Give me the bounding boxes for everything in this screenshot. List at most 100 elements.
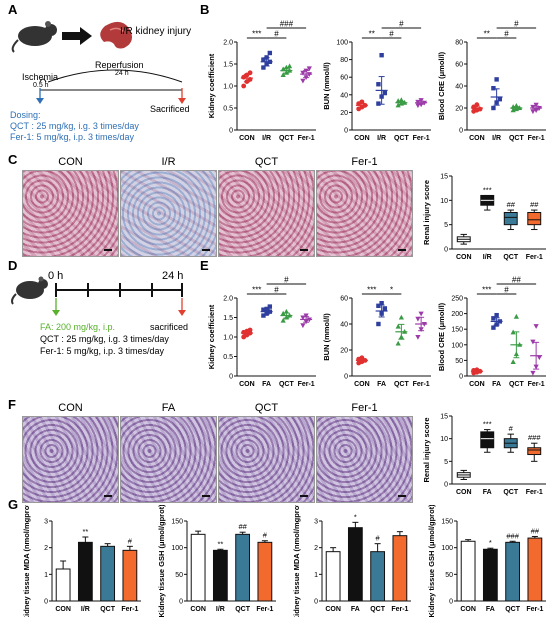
y-tick-label: 60 bbox=[340, 75, 348, 82]
y-tick-label: 2 bbox=[44, 545, 48, 552]
data-point bbox=[283, 308, 289, 314]
x-tick-label: CON bbox=[469, 135, 485, 142]
y-tick-label: 3 bbox=[44, 519, 48, 526]
x-tick-label: FA bbox=[351, 606, 360, 613]
significance-label: * bbox=[489, 538, 492, 547]
y-tick-label: 0 bbox=[459, 128, 463, 135]
data-point bbox=[395, 102, 401, 108]
y-axis-label: Blood CRE (μmol/l) bbox=[437, 302, 446, 371]
chart-f-renal-score: 0 5 10 15 Renal injury score CON FA QCT Fer-1 ***… bbox=[422, 414, 546, 496]
x-tick-label: I/R bbox=[262, 135, 271, 142]
scale-bar bbox=[202, 495, 210, 497]
chart-e-kidney-coefficient: 0 0.5 1.0 1.5 2.0 Kidney coefficient CON FA QCT F… bbox=[207, 276, 316, 388]
bar bbox=[527, 537, 543, 602]
significance-label: # bbox=[284, 276, 289, 285]
data-point bbox=[261, 313, 266, 318]
data-point bbox=[379, 53, 384, 58]
y-axis-label: BUN (mmol/l) bbox=[322, 62, 331, 110]
x-tick-label: Fer-1 bbox=[526, 489, 543, 496]
data-point bbox=[491, 105, 496, 111]
significance-label: ## bbox=[531, 526, 540, 535]
chart-b-bun: 0 20 40 60 80 100 BUN (mmol/l) CON I/R QCT Fer-1 **… bbox=[322, 20, 431, 142]
data-point bbox=[395, 323, 401, 329]
y-tick-label: 40 bbox=[340, 92, 348, 99]
y-axis-label: Renal injury score bbox=[422, 417, 431, 482]
y-tick-label: 200 bbox=[451, 311, 463, 318]
significance-label: # bbox=[274, 286, 279, 295]
scale-bar bbox=[104, 249, 112, 251]
data-point bbox=[530, 339, 536, 345]
chart-g-mda-fa: 0 1 2 3 Kidney tissue MDA (nmol/mgprot) CON FA… bbox=[292, 505, 411, 617]
histology-image: I/R bbox=[120, 156, 217, 257]
y-tick-label: 15 bbox=[440, 174, 448, 181]
y-tick-label: 40 bbox=[340, 322, 348, 329]
significance-label: # bbox=[504, 30, 509, 39]
y-tick-label: 0 bbox=[444, 482, 448, 489]
histology-image: Fer-1 bbox=[316, 402, 413, 503]
significance-label: # bbox=[376, 534, 381, 543]
y-tick-label: 1.0 bbox=[223, 335, 233, 342]
significance-label: *** bbox=[483, 185, 492, 194]
x-tick-label: QCT bbox=[509, 135, 525, 142]
x-tick-label: FA bbox=[483, 489, 492, 496]
sacrificed-label: Sacrificed bbox=[150, 104, 190, 114]
panel-letter-d: D bbox=[8, 258, 18, 273]
data-point bbox=[491, 86, 496, 91]
box bbox=[527, 212, 542, 226]
significance-label: # bbox=[389, 30, 394, 39]
data-point bbox=[300, 323, 306, 329]
histology-image: QCT bbox=[218, 156, 315, 257]
x-tick-label: CON bbox=[239, 135, 255, 142]
data-point bbox=[376, 82, 381, 87]
histology-image: QCT bbox=[218, 402, 315, 503]
data-point bbox=[300, 70, 306, 76]
significance-label: # bbox=[128, 536, 133, 545]
dosing-qct: QCT : 25 mg/kg, i.g. 3 times/day bbox=[10, 121, 139, 131]
chart-e-blood-cre: 0 50 100 150 200 250 Blood CRE (μmol/l) CON FA QC… bbox=[437, 276, 546, 388]
data-point bbox=[280, 317, 286, 323]
data-point bbox=[533, 102, 539, 108]
y-axis-label: Kidney tissue MDA (nmol/mgprot) bbox=[292, 505, 301, 617]
y-tick-label: 20 bbox=[340, 110, 348, 117]
scale-bar bbox=[202, 249, 210, 251]
x-tick-label: QCT bbox=[509, 381, 525, 388]
significance-label: # bbox=[504, 286, 509, 295]
significance-label: ** bbox=[82, 527, 88, 536]
t24-label: 24 h bbox=[162, 270, 184, 282]
y-axis-label: BUN (mmol/l) bbox=[322, 313, 331, 361]
y-tick-label: 150 bbox=[171, 519, 183, 526]
x-tick-label: I/R bbox=[216, 606, 225, 613]
y-tick-label: 0 bbox=[44, 599, 48, 606]
bar bbox=[325, 551, 341, 602]
data-point bbox=[395, 340, 401, 346]
data-point bbox=[530, 370, 536, 376]
y-tick-label: 60 bbox=[340, 296, 348, 303]
y-tick-label: 40 bbox=[455, 84, 463, 91]
x-tick-label: I/R bbox=[377, 135, 386, 142]
mouse-icon bbox=[11, 276, 48, 305]
x-tick-label: CON bbox=[190, 606, 206, 613]
scale-bar bbox=[104, 495, 112, 497]
significance-label: ** bbox=[369, 30, 375, 39]
box bbox=[527, 447, 542, 456]
y-tick-label: 0.5 bbox=[223, 354, 233, 361]
bar bbox=[347, 527, 363, 602]
x-tick-label: Fer-1 bbox=[528, 135, 545, 142]
x-tick-label: Fer-1 bbox=[298, 135, 315, 142]
y-tick-label: 3 bbox=[314, 519, 318, 526]
y-tick-label: 100 bbox=[441, 545, 453, 552]
y-tick-label: 10 bbox=[440, 436, 448, 443]
y-tick-label: 60 bbox=[455, 62, 463, 69]
y-tick-label: 250 bbox=[451, 296, 463, 303]
x-tick-label: QCT bbox=[279, 381, 295, 388]
y-tick-label: 1.5 bbox=[223, 315, 233, 322]
y-tick-label: 20 bbox=[340, 348, 348, 355]
scale-bar bbox=[398, 495, 406, 497]
x-tick-label: CON bbox=[354, 381, 370, 388]
histology-label: CON bbox=[58, 156, 83, 168]
significance-label: *** bbox=[252, 30, 261, 39]
significance-label: # bbox=[514, 20, 519, 29]
panel-letter-a: A bbox=[8, 2, 18, 17]
data-point bbox=[303, 313, 309, 319]
scale-bar bbox=[300, 249, 308, 251]
